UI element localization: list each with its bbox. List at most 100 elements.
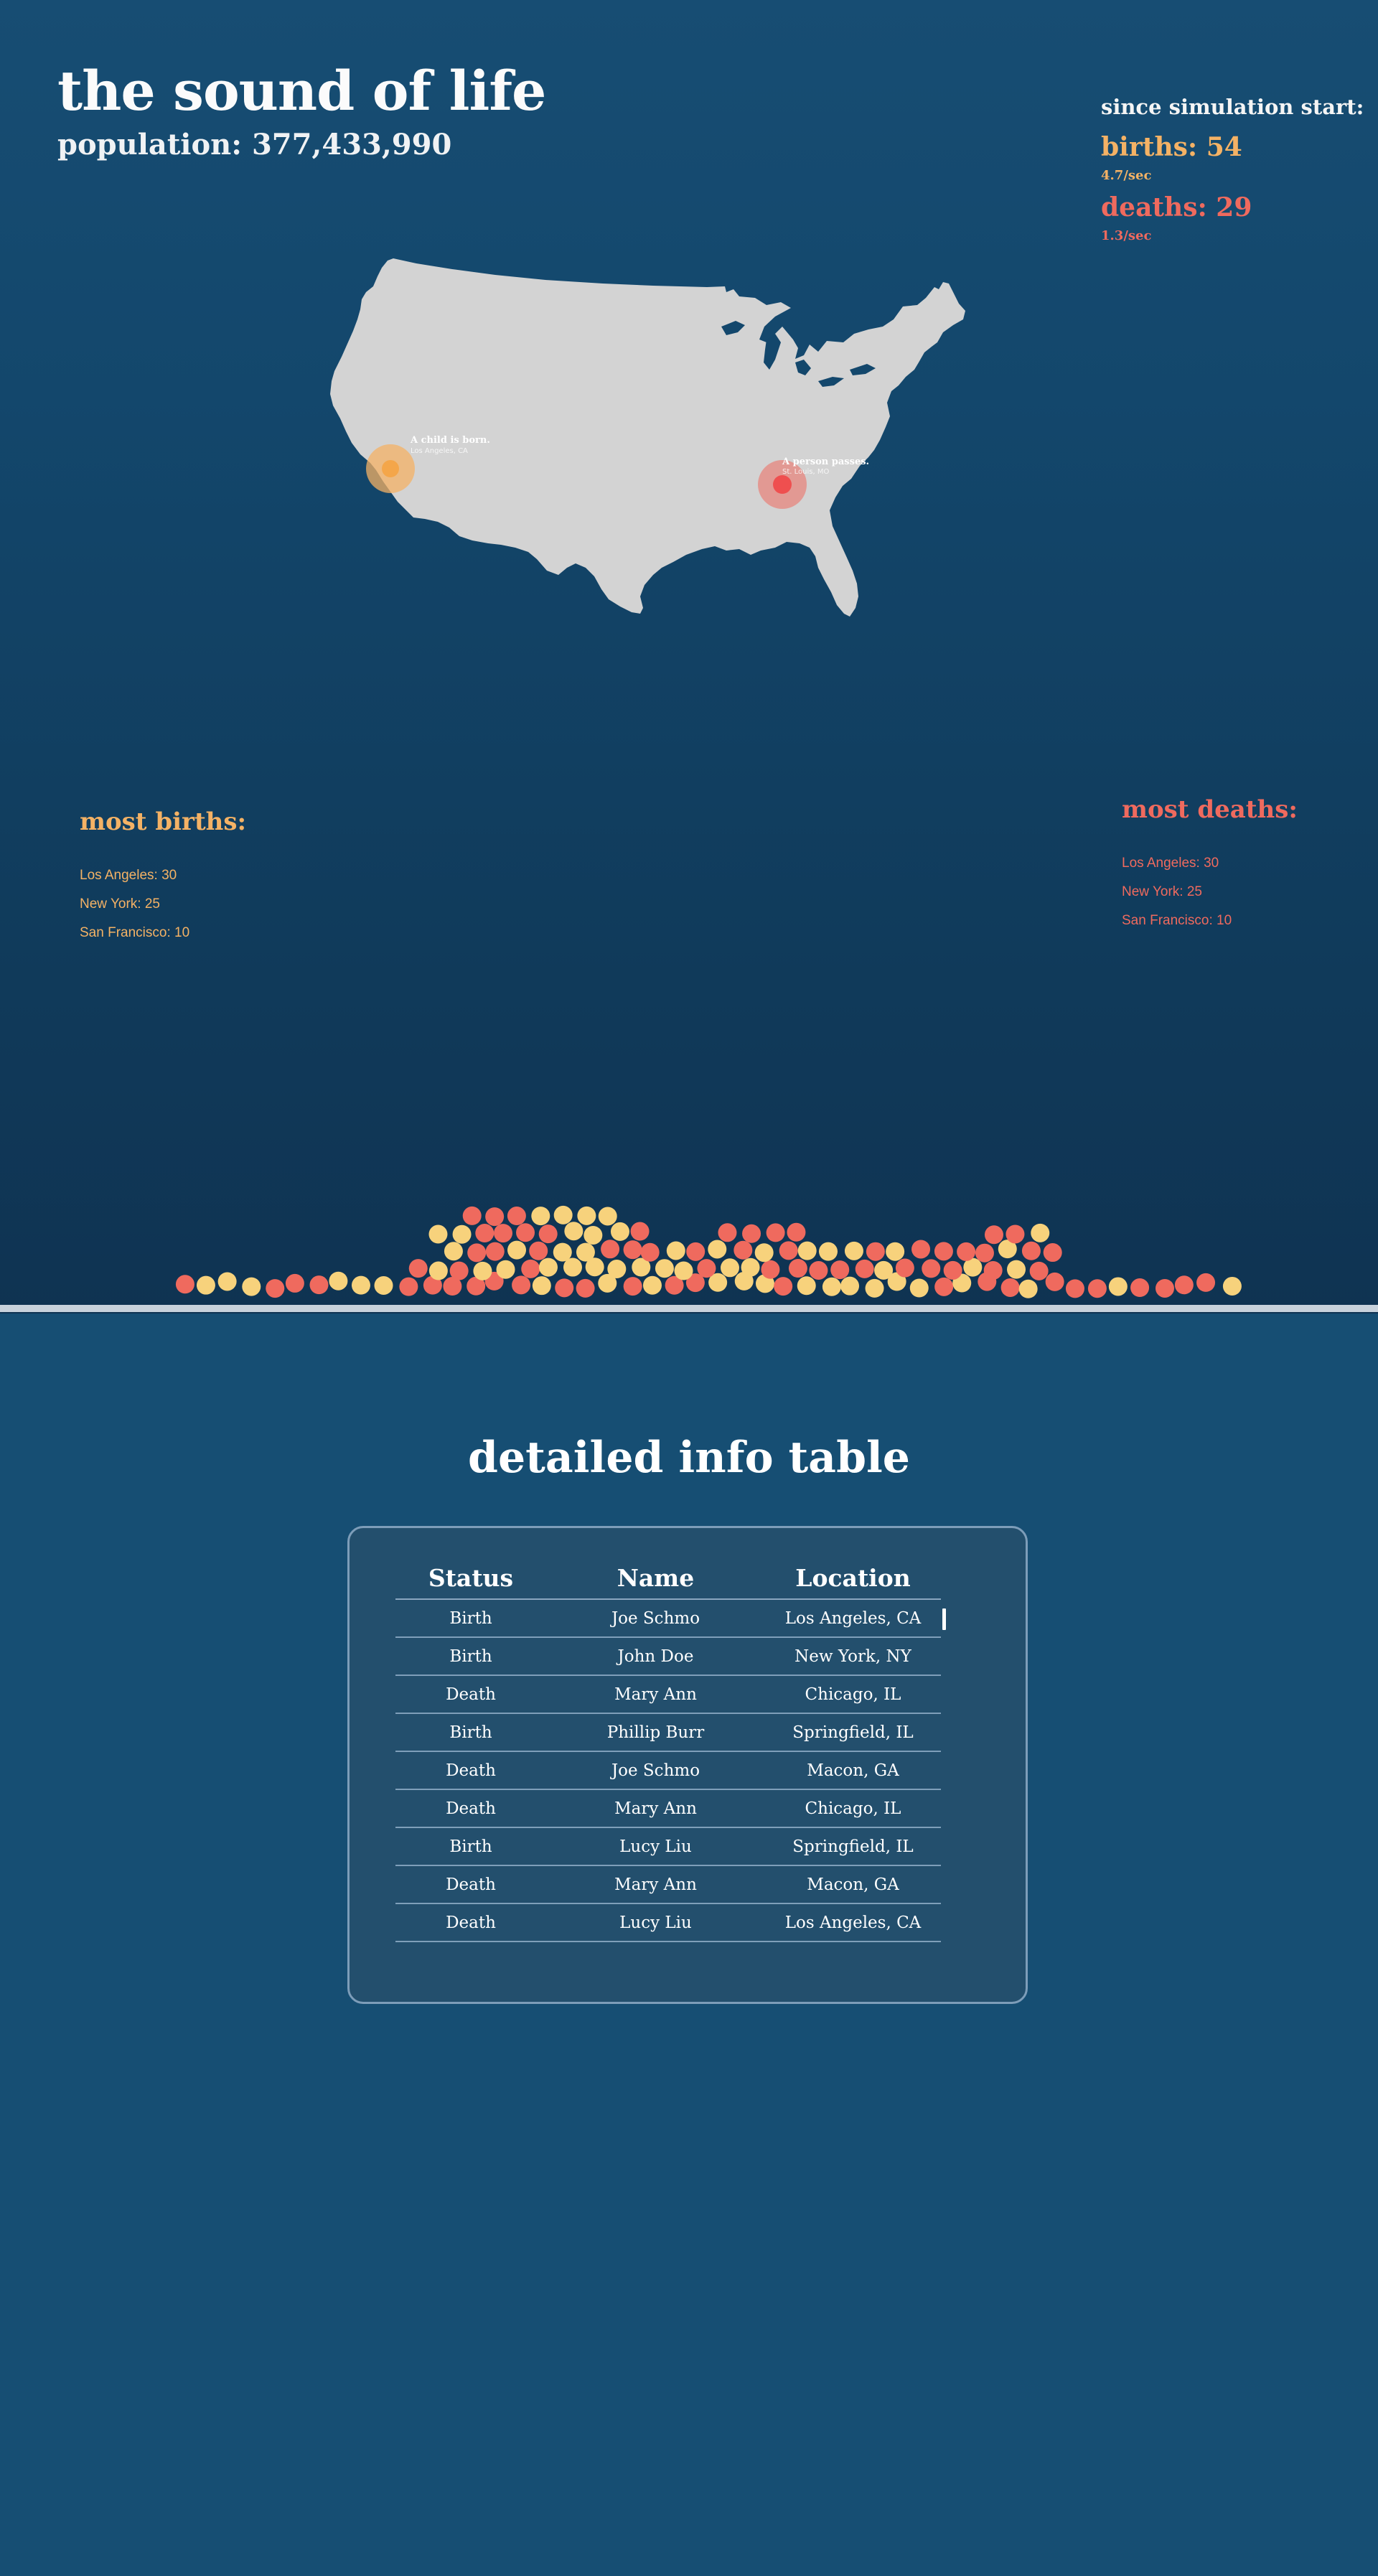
ball xyxy=(529,1241,548,1260)
ball xyxy=(874,1260,894,1280)
table-row[interactable]: Birth Lucy Liu Springfield, IL xyxy=(395,1827,941,1866)
ball xyxy=(521,1259,540,1278)
table-row[interactable]: Death Mary Ann Macon, GA xyxy=(395,1865,941,1904)
column-header-status[interactable]: Status xyxy=(395,1557,546,1600)
cell-location: Macon, GA xyxy=(765,1751,941,1790)
ball xyxy=(685,1273,705,1293)
cell-name: Joe Schmo xyxy=(546,1599,765,1638)
ball xyxy=(655,1259,674,1278)
ball xyxy=(818,1242,838,1261)
ball xyxy=(1006,1224,1025,1244)
ball xyxy=(1065,1279,1084,1298)
cell-name: Mary Ann xyxy=(546,1675,765,1714)
ball xyxy=(686,1242,706,1261)
table-scrollbar[interactable] xyxy=(942,1608,946,1630)
ball xyxy=(1196,1273,1216,1292)
ball xyxy=(462,1206,482,1225)
cell-location: Chicago, IL xyxy=(765,1675,941,1714)
ball xyxy=(217,1272,237,1291)
birth-event-marker: A child is born. Los Angeles, CA xyxy=(366,435,490,493)
most-deaths-heading: most deaths: xyxy=(1122,795,1298,824)
ball xyxy=(822,1277,841,1296)
hero-section: the sound of life population: 377,433,99… xyxy=(0,0,1378,1313)
birth-event-label: A child is born. xyxy=(410,435,490,446)
table-row[interactable]: Birth John Doe New York, NY xyxy=(395,1637,941,1676)
cell-name: Phillip Burr xyxy=(546,1713,765,1752)
ball xyxy=(697,1259,716,1278)
ball xyxy=(674,1261,693,1280)
ball xyxy=(585,1257,604,1277)
ball xyxy=(1174,1275,1194,1295)
ball xyxy=(934,1277,954,1296)
column-header-name[interactable]: Name xyxy=(546,1557,765,1600)
ball xyxy=(1155,1278,1174,1298)
ball xyxy=(452,1224,472,1244)
column-header-location[interactable]: Location xyxy=(765,1557,941,1600)
ball xyxy=(766,1223,785,1242)
cell-status: Death xyxy=(395,1675,546,1714)
ball xyxy=(601,1240,620,1259)
ball xyxy=(787,1222,806,1242)
ball xyxy=(797,1276,816,1296)
table-row[interactable]: Birth Joe Schmo Los Angeles, CA xyxy=(395,1599,941,1638)
list-item: Los Angeles: 30 xyxy=(1122,856,1219,871)
ball xyxy=(494,1224,513,1243)
ball xyxy=(774,1277,793,1296)
death-event-marker: A person passes. St. Louis, MO xyxy=(758,456,869,509)
ball xyxy=(733,1240,753,1260)
ball xyxy=(1029,1261,1049,1280)
ball xyxy=(467,1276,486,1296)
ball xyxy=(887,1272,906,1291)
ball xyxy=(909,1278,929,1298)
ball xyxy=(351,1275,370,1295)
table-row[interactable]: Death Mary Ann Chicago, IL xyxy=(395,1789,941,1828)
ball xyxy=(1021,1241,1041,1260)
cell-status: Death xyxy=(395,1751,546,1790)
cell-location: Macon, GA xyxy=(765,1865,941,1904)
cell-status: Birth xyxy=(395,1827,546,1866)
list-item: Los Angeles: 30 xyxy=(80,868,177,883)
cell-location: Springfield, IL xyxy=(765,1827,941,1866)
ball xyxy=(895,1258,914,1278)
most-deaths-list: Los Angeles: 30 New York: 25 San Francis… xyxy=(1122,856,1298,942)
ball xyxy=(1222,1276,1242,1296)
ball xyxy=(512,1275,531,1295)
cell-name: John Doe xyxy=(546,1637,765,1676)
ball xyxy=(742,1224,761,1243)
table-row[interactable]: Death Lucy Liu Los Angeles, CA xyxy=(395,1903,941,1942)
ball xyxy=(911,1240,931,1259)
table-row[interactable]: Death Joe Schmo Macon, GA xyxy=(395,1751,941,1790)
ball xyxy=(797,1241,817,1260)
death-dot xyxy=(773,475,792,494)
stats-heading: since simulation start: xyxy=(1101,95,1364,119)
list-item: New York: 25 xyxy=(1122,884,1202,899)
births-rate: 4.7/sec xyxy=(1101,168,1152,183)
table-header-row: Status Name Location xyxy=(395,1557,941,1600)
ball xyxy=(1000,1278,1020,1297)
ball xyxy=(754,1243,774,1263)
ball xyxy=(532,1276,551,1296)
table-row[interactable]: Death Mary Ann Chicago, IL xyxy=(395,1675,941,1714)
ball xyxy=(423,1275,442,1295)
ball xyxy=(329,1271,348,1291)
ball xyxy=(242,1277,261,1296)
ball xyxy=(374,1275,393,1295)
info-table-card: Status Name Location Birth Joe Schmo Los A… xyxy=(347,1526,1028,2004)
ball xyxy=(175,1275,194,1294)
table-row[interactable]: Birth Phillip Burr Springfield, IL xyxy=(395,1713,941,1752)
ball xyxy=(538,1224,558,1244)
ball xyxy=(755,1274,774,1293)
simulation-stats: since simulation start: births: 54 4.7/s… xyxy=(1101,95,1364,243)
ball xyxy=(840,1276,860,1296)
most-deaths-panel: most deaths: Los Angeles: 30 New York: 2… xyxy=(1122,795,1298,942)
cell-name: Joe Schmo xyxy=(546,1751,765,1790)
ball xyxy=(1018,1279,1038,1298)
ball xyxy=(632,1257,651,1277)
ball xyxy=(196,1275,215,1295)
ball xyxy=(844,1241,863,1260)
ball xyxy=(998,1240,1017,1259)
ball xyxy=(708,1273,728,1292)
ball xyxy=(473,1261,492,1280)
list-item: San Francisco: 10 xyxy=(80,925,190,940)
ball xyxy=(485,1207,505,1227)
